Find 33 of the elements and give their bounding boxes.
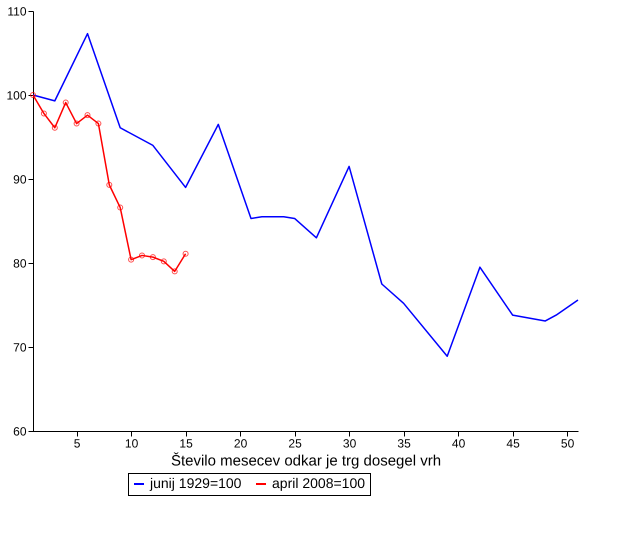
x-tick-label: 25 <box>288 436 302 450</box>
y-tick-label: 60 <box>13 424 27 438</box>
x-tick-label: 20 <box>234 436 248 450</box>
point <box>40 110 47 116</box>
y-tick-label: 90 <box>13 172 27 186</box>
legend-label: april 2008=100 <box>272 475 366 491</box>
point <box>172 268 178 274</box>
point <box>74 120 80 127</box>
line-series <box>32 32 579 357</box>
y-tick-label: 100 <box>6 88 27 102</box>
point <box>117 204 124 211</box>
x-tick-label: 15 <box>179 436 194 450</box>
point <box>128 256 134 263</box>
x-tick-label: 30 <box>342 436 357 450</box>
y-tick-label: 70 <box>13 340 27 354</box>
legend-label: junij 1929=100 <box>149 475 242 491</box>
x-tick-label: 45 <box>506 436 520 450</box>
point <box>139 252 145 258</box>
x-axis-title: Število mesecev odkar je trg dosegel vrh <box>170 452 442 470</box>
point <box>52 124 58 131</box>
y-tick-label: 80 <box>13 256 27 270</box>
point <box>84 112 90 118</box>
point <box>160 258 167 264</box>
point <box>62 100 69 106</box>
x-tick-label: 5 <box>74 436 81 450</box>
x-tick-label: 50 <box>560 436 575 450</box>
point <box>150 254 156 260</box>
x-tick-label: 35 <box>397 436 412 450</box>
y-tick-label: 110 <box>7 4 27 18</box>
x-tick-label: 10 <box>124 436 139 450</box>
x-tick-label: 40 <box>452 436 466 450</box>
point <box>106 182 112 188</box>
point <box>95 120 102 127</box>
